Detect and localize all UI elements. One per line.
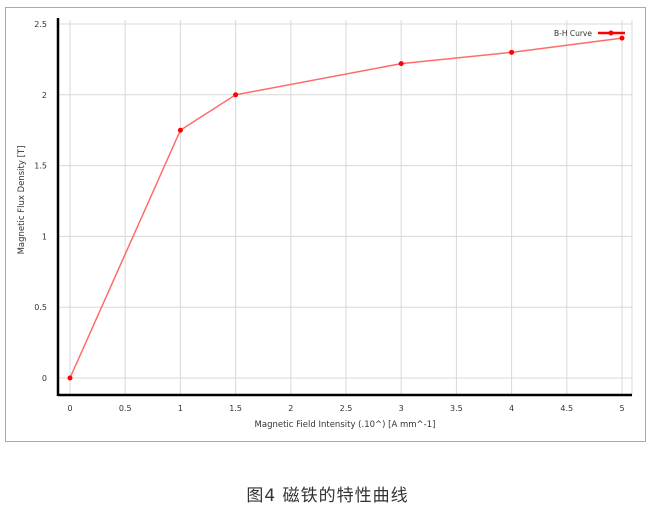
x-tick-label: 4.5 [560,404,573,413]
x-tick-label: 5 [619,404,624,413]
bh-chart: 0 0.5 1 1.5 2 2.5 3 3.5 4 4.5 5 0 0.5 1 1.5 2 2.5 Magneti… [17,18,633,430]
y-tick-label: 1 [42,232,47,241]
data-point [233,92,239,98]
x-tick-label: 2.5 [340,404,353,413]
data-point [398,61,404,67]
x-tick-label: 0.5 [119,404,132,413]
x-tick-label: 1.5 [229,404,242,413]
series-line [69,37,623,379]
x-tick-label: 4 [509,404,514,413]
x-tick-label: 0 [67,404,72,413]
y-tick-label: 1.5 [34,162,47,171]
x-tick-label: 3.5 [450,404,463,413]
legend-label: B-H Curve [554,29,592,38]
y-tick-label: 0.5 [34,303,47,312]
x-tick-label: 1 [178,404,183,413]
data-point [67,375,73,381]
legend-marker [608,30,614,36]
data-point [177,127,183,133]
x-tick-label: 2 [288,404,293,413]
x-tick-label: 3 [399,404,404,413]
data-point [509,49,515,55]
y-axis-label: Magnetic Flux Density [T] [17,146,27,255]
x-axis-label: Magnetic Field Intensity (.10^) [A mm^-1… [255,420,436,430]
data-point [619,35,625,41]
figure-caption: 图4 磁铁的特性曲线 [246,486,409,506]
chart-frame [5,7,646,442]
y-tick-label: 2 [42,91,47,100]
y-tick-label: 2.5 [34,20,47,29]
y-tick-label: 0 [42,374,47,383]
